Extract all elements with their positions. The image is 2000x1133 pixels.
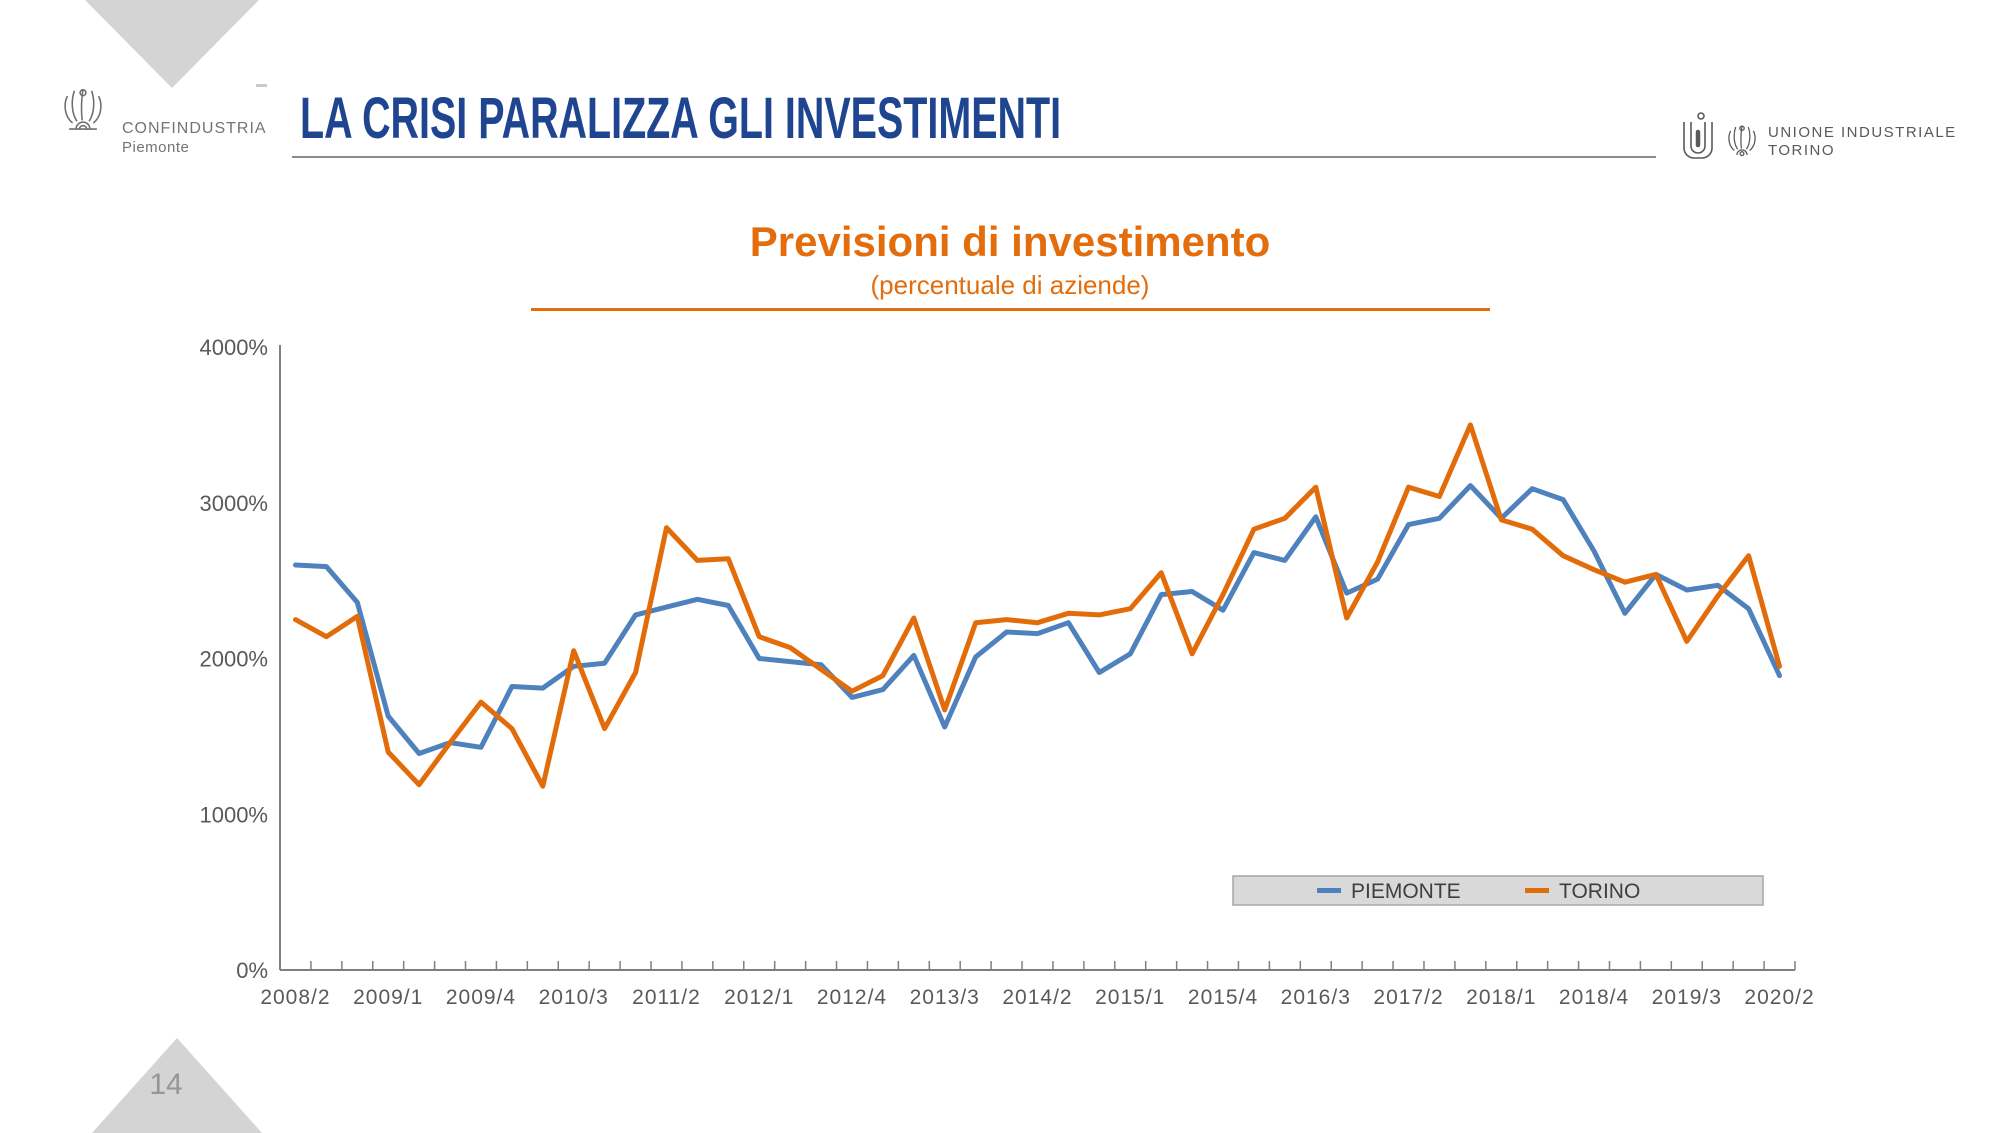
x-axis-label: 2008/2 [260, 986, 330, 1009]
x-axis-label: 2012/1 [724, 986, 794, 1009]
decorative-triangle-bottom [92, 1038, 262, 1133]
confindustria-region-label: Piemonte [122, 139, 190, 156]
x-axis-label: 2012/4 [817, 986, 887, 1009]
chart-title-underline [531, 308, 1490, 311]
x-axis-label: 2015/4 [1188, 986, 1258, 1009]
x-axis-label: 2011/2 [632, 986, 701, 1009]
chart-subtitle: (percentuale di aziende) [870, 270, 1150, 300]
unione-wordmark-line2: TORINO [1768, 142, 1836, 159]
x-axis-label: 2009/4 [446, 986, 516, 1009]
legend-label-piemonte: PIEMONTE [1351, 880, 1461, 903]
unione-u-icon [1683, 112, 1713, 159]
slide-title: LA CRISI PARALIZZA GLI INVESTIMENTI [300, 86, 1062, 151]
y-axis-label: 3000% [199, 491, 268, 516]
torino-line [293, 422, 1782, 789]
unione-wordmark: UNIONE INDUSTRIALE TORINO [1768, 124, 1957, 160]
x-axis-label: 2013/3 [910, 986, 980, 1009]
x-axis-label: 2019/3 [1652, 986, 1722, 1009]
unione-eagle-icon [1728, 125, 1756, 157]
piemonte-line [293, 483, 1782, 756]
y-axis-label: 0% [236, 958, 268, 983]
y-axis-label: 4000% [199, 335, 268, 360]
confindustria-wordmark: CONFINDUSTRIA [122, 120, 267, 137]
page-number: 14 [149, 1068, 183, 1101]
y-axis-label: 2000% [199, 647, 268, 672]
x-axis-label: 2017/2 [1373, 986, 1443, 1009]
decorative-triangle-top [85, 0, 259, 88]
y-axis-label: 1000% [199, 802, 268, 827]
title-divider [292, 156, 1656, 158]
x-axis-label: 2016/3 [1281, 986, 1351, 1009]
unione-wordmark-line1: UNIONE INDUSTRIALE [1768, 124, 1957, 141]
decoration-dash [256, 84, 267, 87]
x-axis-label: 2009/1 [353, 986, 423, 1009]
legend-label-torino: TORINO [1559, 880, 1640, 903]
legend [1232, 875, 1764, 906]
x-axis-label: 2018/4 [1559, 986, 1629, 1009]
x-axis-label: 2010/3 [539, 986, 609, 1009]
x-axis-label: 2020/2 [1744, 986, 1814, 1009]
chart-title: Previsioni di investimento [749, 218, 1271, 265]
confindustria-eagle-icon [64, 88, 102, 130]
x-axis-label: 2015/1 [1095, 986, 1165, 1009]
x-axis-label: 2014/2 [1002, 986, 1072, 1009]
x-axis-label: 2018/1 [1466, 986, 1536, 1009]
